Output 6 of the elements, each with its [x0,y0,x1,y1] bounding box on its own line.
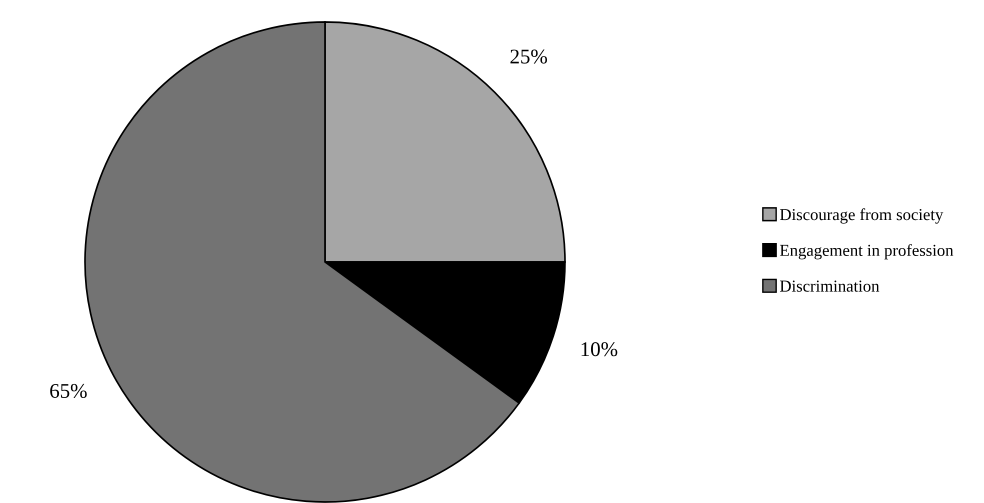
data-label: 10% [582,342,618,356]
data-label: 25% [510,50,548,64]
data-label: 65% [50,384,87,398]
legend-label: Discrimination [780,280,880,292]
legend-label: Discourage from society [780,208,944,224]
legend-label: Engagement in profession [780,244,954,260]
